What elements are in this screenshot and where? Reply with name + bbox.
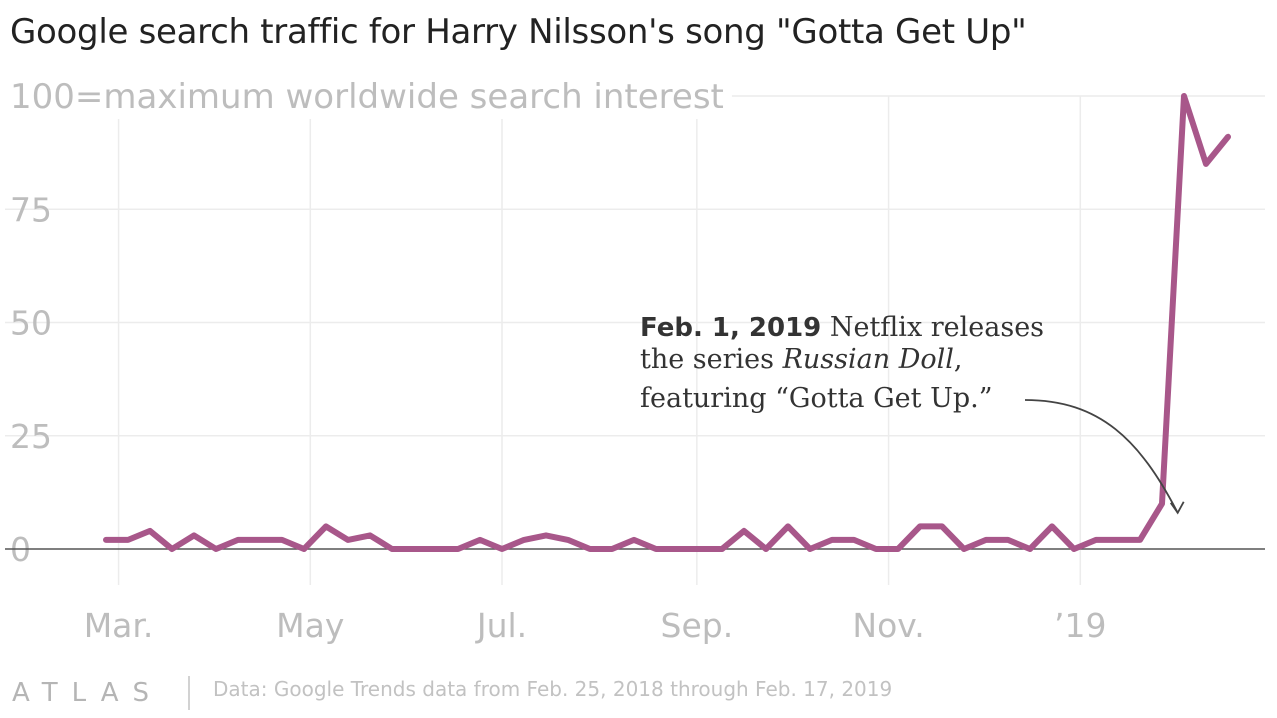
subtitle-background [0, 75, 732, 119]
annotation-line-1-rest: Netflix releases [821, 312, 1044, 343]
x-tick-label: ’19 [1054, 606, 1106, 645]
y-axis-subtitle: 100=maximum worldwide search interest [10, 77, 724, 117]
y-tick-label: 25 [10, 417, 52, 456]
x-tick-label: Sep. [661, 606, 734, 645]
annotation-arrowhead [1169, 501, 1185, 515]
x-tick-label: Mar. [84, 606, 154, 645]
footer: ATLAS Data: Google Trends data from Feb.… [0, 664, 1277, 718]
annotation-line-2-before: the series [640, 344, 783, 375]
search-interest-line [103, 93, 1231, 552]
annotation-line-2: the series Russian Doll, [640, 344, 971, 375]
annotation-arrow [1024, 399, 1179, 514]
subtitle-group: 100=maximum worldwide search interest [0, 75, 732, 119]
atlas-logo: ATLAS [12, 678, 164, 708]
annotation-line-2-after: , [954, 344, 963, 375]
footer-divider [188, 676, 190, 710]
x-tick-labels: Mar. May Jul. Sep. Nov. ’19 [84, 606, 1107, 645]
annotation: Feb. 1, 2019 Netflix releases the series… [640, 312, 1185, 515]
y-tick-label: 50 [10, 304, 52, 343]
annotation-line-3: featuring “Gotta Get Up.” [640, 383, 993, 414]
source-note: Data: Google Trends data from Feb. 25, 2… [213, 677, 893, 701]
gridlines [5, 95, 1265, 585]
annotation-date: Feb. 1, 2019 [640, 313, 821, 343]
annotation-series-name: Russian Doll [782, 344, 954, 375]
annotation-text: Feb. 1, 2019 Netflix releases the series… [640, 312, 1053, 414]
x-tick-label: May [276, 606, 344, 645]
x-tick-label: Nov. [852, 606, 924, 645]
annotation-line-1: Feb. 1, 2019 Netflix releases [640, 312, 1053, 343]
series-group [103, 93, 1231, 552]
x-tick-label: Jul. [475, 606, 527, 645]
y-tick-label: 75 [10, 190, 52, 229]
chart-title: Google search traffic for Harry Nilsson'… [10, 12, 1027, 52]
